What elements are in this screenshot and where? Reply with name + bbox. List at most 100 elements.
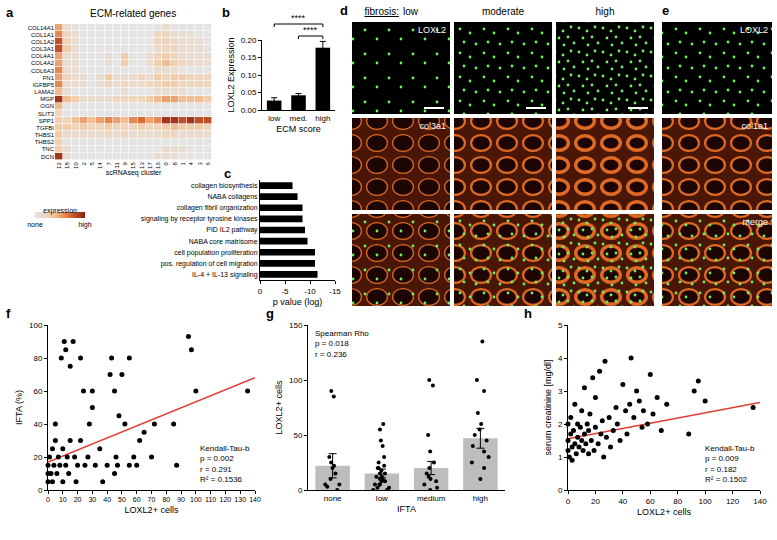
svg-text:0: 0 — [558, 486, 563, 495]
svg-text:high: high — [473, 494, 488, 503]
svg-text:4: 4 — [558, 354, 563, 363]
svg-text:Spearman Rhop = 0.018r = 0.236: Spearman Rhop = 0.018r = 0.236 — [315, 329, 369, 359]
svg-text:140: 140 — [753, 497, 767, 506]
svg-text:COL14A1: COL14A1 — [28, 25, 55, 31]
svg-text:LOXL2: LOXL2 — [740, 25, 768, 35]
svg-text:0.00: 0.00 — [241, 106, 257, 115]
svg-text:IFTA: IFTA — [397, 504, 416, 514]
svg-text:LOXL2+ cells: LOXL2+ cells — [125, 505, 179, 515]
svg-text:80: 80 — [673, 497, 682, 506]
svg-text:PID IL2 pathway: PID IL2 pathway — [206, 226, 258, 234]
svg-text:110: 110 — [205, 496, 216, 503]
svg-text:8: 8 — [172, 162, 178, 166]
svg-text:none: none — [27, 221, 43, 228]
svg-text:low: low — [268, 114, 280, 123]
svg-text:h: h — [524, 306, 532, 321]
svg-text:13: 13 — [139, 162, 145, 169]
svg-text:COL6A3: COL6A3 — [31, 68, 55, 74]
svg-text:2: 2 — [558, 420, 563, 429]
svg-text:3: 3 — [197, 162, 203, 166]
svg-text:12: 12 — [56, 162, 62, 169]
svg-text:med.: med. — [290, 114, 308, 123]
svg-text:moderate: moderate — [482, 6, 525, 17]
svg-text:150: 150 — [289, 321, 303, 330]
svg-text:4: 4 — [188, 162, 194, 166]
svg-text:50: 50 — [293, 431, 302, 440]
svg-text:COL1A2: COL1A2 — [31, 39, 55, 45]
svg-text:-10: -10 — [304, 287, 316, 296]
svg-text:0: 0 — [38, 486, 43, 495]
svg-text:70: 70 — [148, 496, 156, 503]
svg-text:b: b — [222, 5, 230, 20]
svg-text:****: **** — [303, 25, 318, 35]
svg-text:IGFBP5: IGFBP5 — [33, 82, 55, 88]
svg-text:TGFBI: TGFBI — [36, 125, 54, 131]
svg-text:40: 40 — [33, 420, 42, 429]
svg-text:140: 140 — [249, 496, 261, 503]
svg-text:****: **** — [291, 13, 306, 23]
svg-text:IFTA (%): IFTA (%) — [14, 390, 24, 425]
svg-text:100: 100 — [289, 376, 303, 385]
svg-text:50: 50 — [118, 496, 126, 503]
svg-text:17: 17 — [147, 162, 153, 169]
svg-text:5: 5 — [89, 162, 95, 166]
svg-text:60: 60 — [33, 387, 42, 396]
svg-text:ECM-related genes: ECM-related genes — [90, 8, 176, 19]
svg-text:OGN: OGN — [40, 103, 54, 109]
svg-text:14: 14 — [97, 162, 103, 169]
svg-text:collagen fibril organization: collagen fibril organization — [177, 204, 258, 212]
svg-text:signaling by receptor tyrosine: signaling by receptor tyrosine kinases — [141, 215, 258, 223]
svg-text:high: high — [596, 6, 615, 17]
svg-text:5: 5 — [558, 321, 563, 330]
svg-text:a: a — [6, 5, 14, 20]
svg-text:1: 1 — [180, 162, 186, 166]
svg-text:2: 2 — [81, 162, 87, 166]
svg-text:merge: merge — [742, 217, 768, 227]
svg-text:40: 40 — [618, 497, 627, 506]
svg-text:-15: -15 — [329, 287, 341, 296]
svg-text:none: none — [324, 494, 342, 503]
svg-text:20: 20 — [591, 497, 600, 506]
svg-text:130: 130 — [234, 496, 246, 503]
svg-text:0.15: 0.15 — [241, 53, 257, 62]
svg-text:pos. regulation of cell migrat: pos. regulation of cell migration — [161, 260, 258, 268]
svg-text:1: 1 — [558, 453, 563, 462]
svg-text:SLIT3: SLIT3 — [38, 111, 55, 117]
svg-text:LOXL2+ cells: LOXL2+ cells — [274, 380, 284, 434]
svg-text:3: 3 — [558, 387, 563, 396]
svg-text:g: g — [266, 306, 274, 321]
svg-text:high: high — [315, 114, 330, 123]
svg-text:80: 80 — [162, 496, 170, 503]
svg-text:-5: -5 — [281, 287, 289, 296]
svg-text:col1a1: col1a1 — [741, 121, 768, 131]
svg-text:THBS2: THBS2 — [35, 139, 55, 145]
svg-text:0: 0 — [46, 496, 50, 503]
svg-text:low: low — [376, 494, 388, 503]
svg-text:MGP: MGP — [40, 96, 54, 102]
svg-text:TNC: TNC — [42, 146, 55, 152]
svg-text:THBS1: THBS1 — [35, 132, 55, 138]
svg-text:6: 6 — [205, 162, 211, 166]
svg-text:COL3A1: COL3A1 — [31, 46, 55, 52]
svg-text:16: 16 — [155, 162, 161, 169]
svg-text:expression: expression — [43, 207, 77, 215]
svg-text:100: 100 — [698, 497, 712, 506]
svg-text:LOXL2 Expression: LOXL2 Expression — [226, 37, 236, 112]
svg-text:high: high — [78, 221, 91, 229]
svg-text:0: 0 — [258, 287, 263, 296]
svg-text:30: 30 — [88, 496, 96, 503]
svg-text:ECM score: ECM score — [276, 124, 321, 134]
svg-text:90: 90 — [177, 496, 185, 503]
svg-text:18: 18 — [64, 162, 70, 169]
svg-text:Kendall-Tau-bp = 0.002r = 0.29: Kendall-Tau-bp = 0.002r = 0.291R² = 0.15… — [200, 444, 250, 484]
svg-text:120: 120 — [220, 496, 232, 503]
svg-text:FN1: FN1 — [43, 75, 55, 81]
svg-text:10: 10 — [73, 162, 79, 169]
svg-text:LOXL2: LOXL2 — [418, 25, 446, 35]
svg-text:9: 9 — [122, 162, 128, 166]
svg-text:medium: medium — [417, 494, 446, 503]
svg-text:100: 100 — [29, 321, 43, 330]
svg-text:100: 100 — [190, 496, 202, 503]
svg-text:COL4A1: COL4A1 — [31, 53, 55, 59]
svg-text:NABA core matrisome: NABA core matrisome — [189, 238, 258, 245]
